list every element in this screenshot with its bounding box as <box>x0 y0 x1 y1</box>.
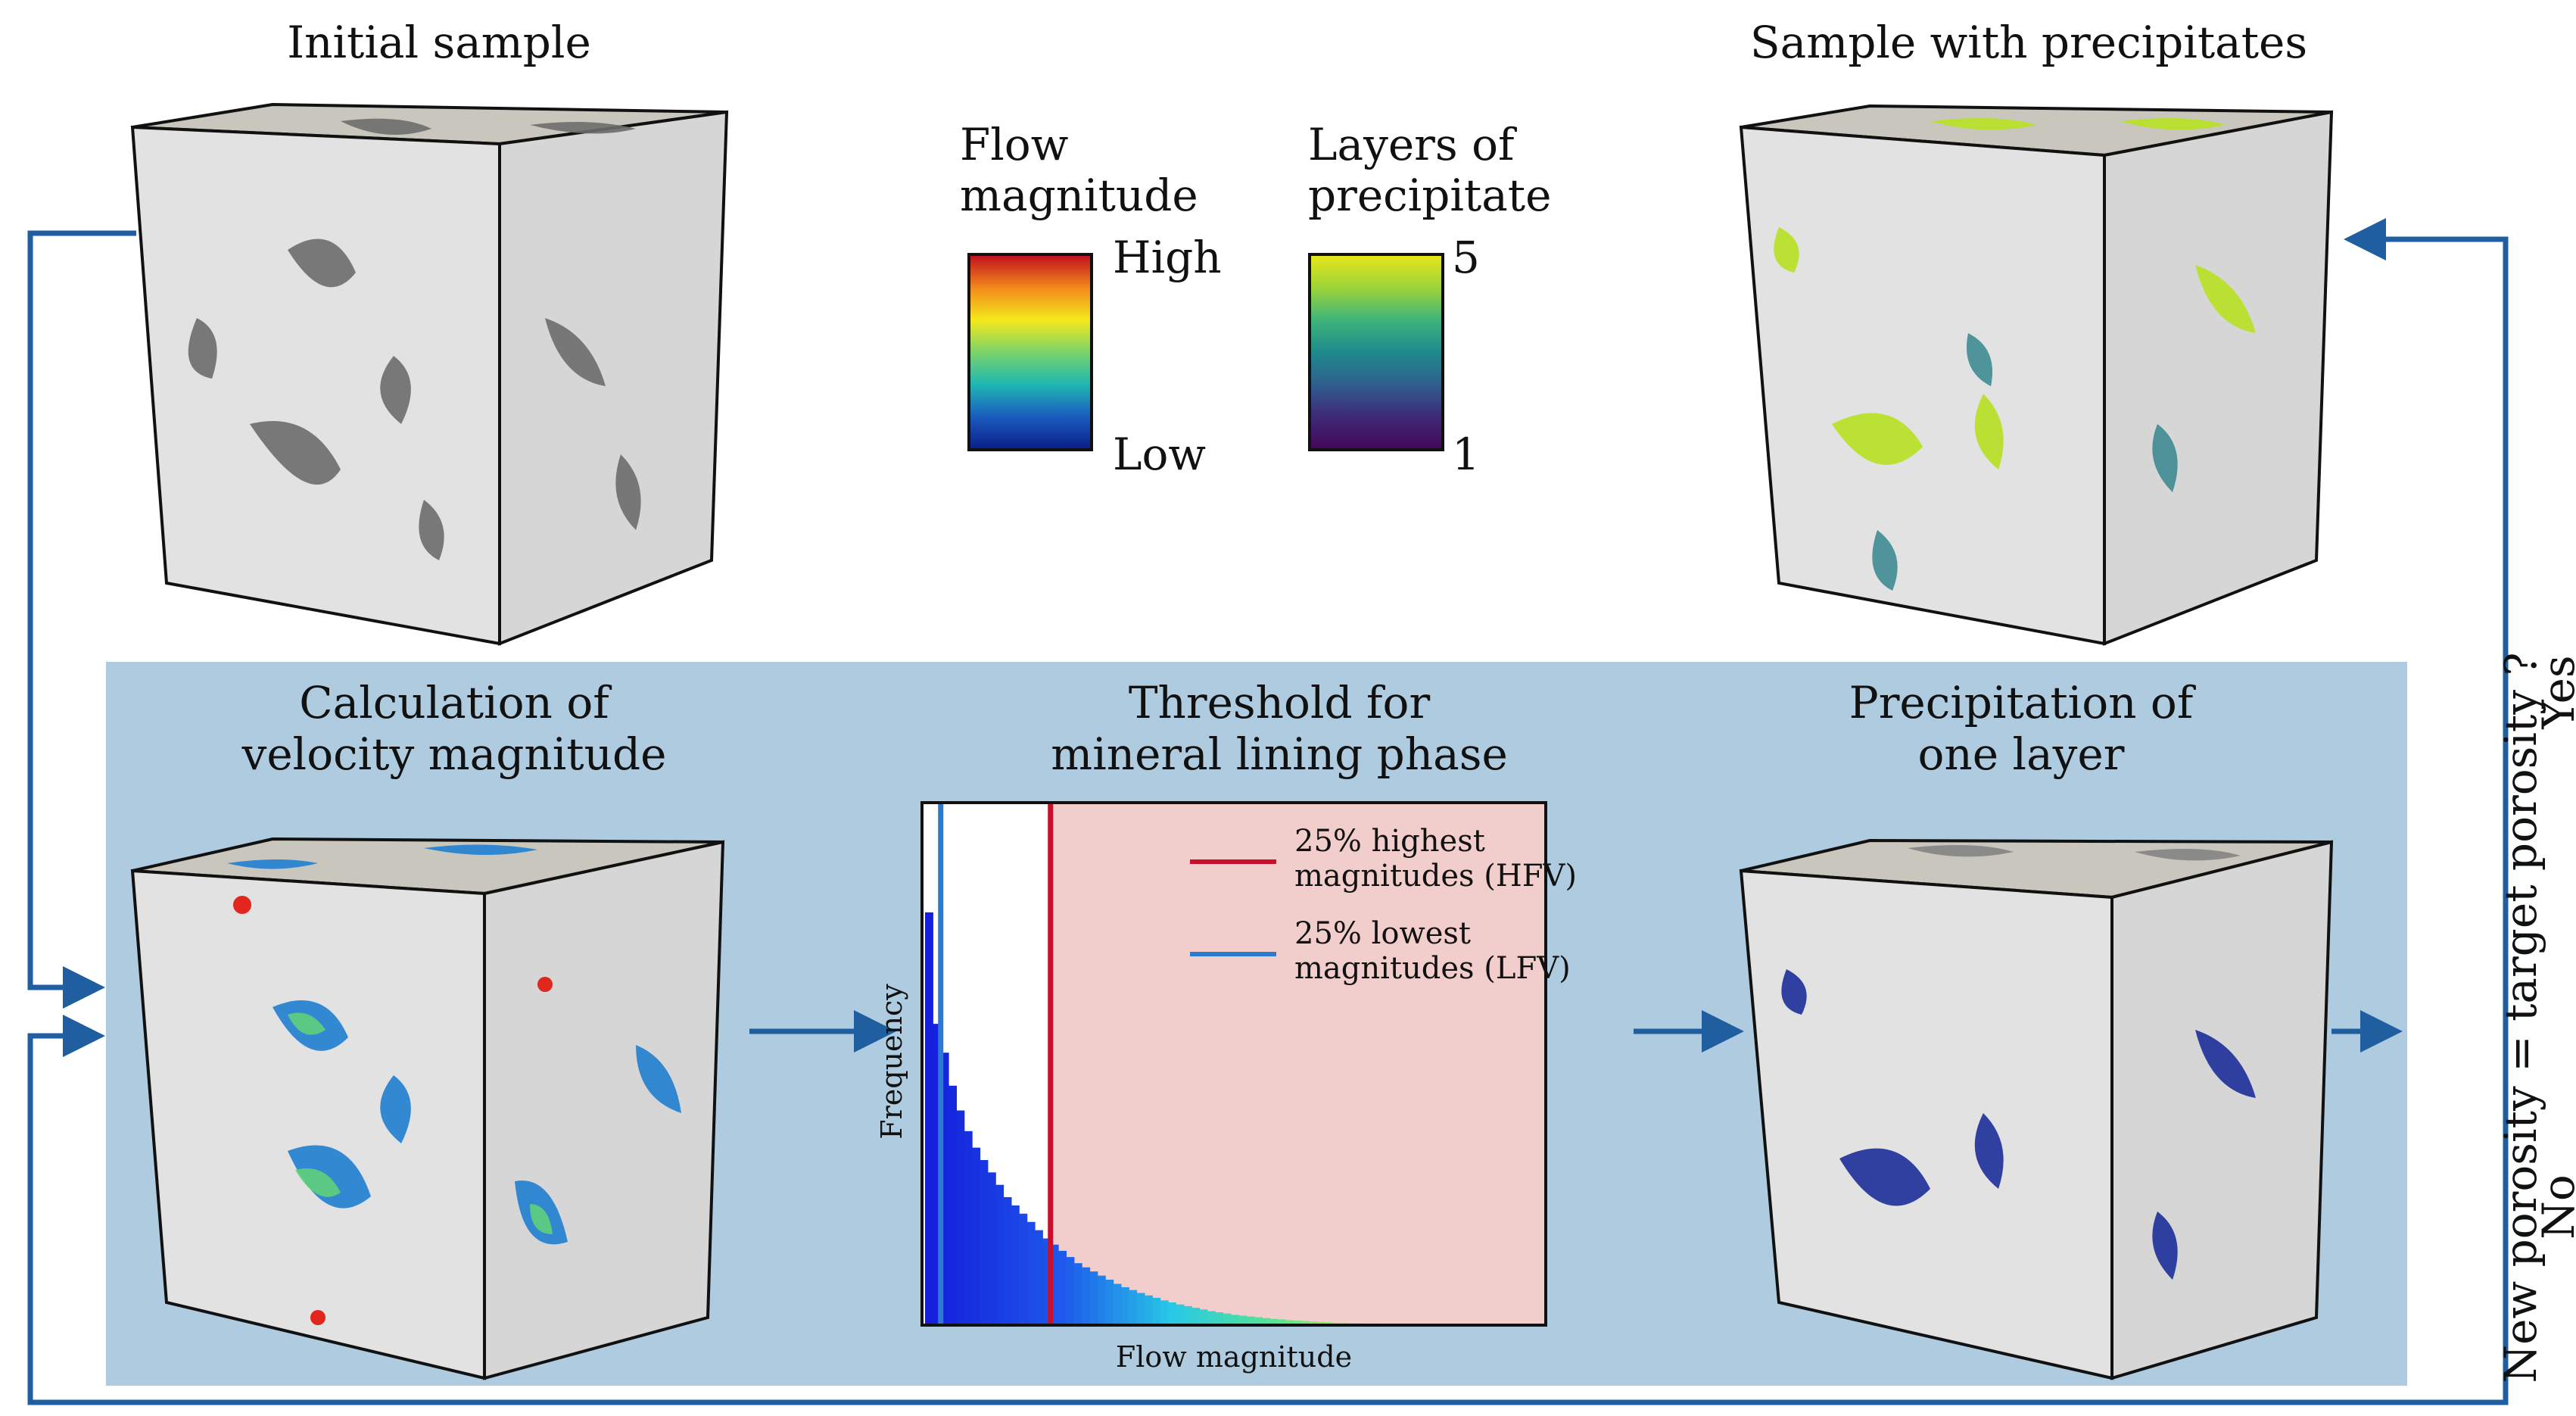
decision-yes: Yes <box>2533 655 2576 729</box>
cube-velocity <box>130 837 725 1380</box>
histogram-bar <box>1097 1275 1106 1325</box>
title-initial-sample: Initial sample <box>287 17 591 68</box>
chart-xlabel: Flow magnitude <box>1115 1340 1353 1374</box>
histogram-bar <box>1176 1304 1185 1325</box>
histogram-bar <box>1223 1313 1232 1325</box>
title-threshold: Threshold for mineral lining phase <box>1051 677 1508 781</box>
histogram-bar <box>1082 1267 1091 1325</box>
histogram-bar <box>972 1147 981 1325</box>
cube-precipitates <box>1739 104 2334 646</box>
histogram-bar <box>1293 1321 1302 1325</box>
histogram-bar <box>964 1131 973 1325</box>
histogram-bar <box>1238 1315 1248 1325</box>
cube-one-layer <box>1739 838 2334 1380</box>
histogram-bar <box>1285 1320 1294 1325</box>
histogram-bar <box>1026 1221 1036 1325</box>
histogram-bar <box>1136 1293 1145 1325</box>
histogram-bar <box>1254 1317 1263 1325</box>
histogram-bar <box>1105 1280 1114 1325</box>
histogram-bar <box>1309 1321 1318 1325</box>
decision-no: No <box>2533 1174 2576 1240</box>
histogram-bar <box>1003 1197 1012 1325</box>
legend-flow-low: Low <box>1113 429 1207 480</box>
histogram-bar <box>1269 1318 1279 1325</box>
histogram-bar <box>1207 1311 1216 1325</box>
histogram-bar <box>980 1160 989 1325</box>
histogram-bar <box>1231 1315 1239 1325</box>
chart-bars <box>925 912 1475 1325</box>
histogram-bar <box>1278 1319 1286 1325</box>
histogram-bar <box>1011 1205 1020 1325</box>
legend-flow-title: Flow magnitude <box>960 119 1198 221</box>
histogram-bar <box>1113 1283 1122 1325</box>
histogram-bar <box>1019 1213 1028 1325</box>
legend-layers-min: 1 <box>1452 429 1480 480</box>
histogram-bar <box>1089 1271 1098 1325</box>
histogram-bar <box>995 1184 1005 1325</box>
histogram-bar <box>1129 1290 1138 1325</box>
flow-arrows <box>27 218 2509 1405</box>
histogram-bar <box>1050 1244 1059 1325</box>
chart-frame <box>920 801 1547 1327</box>
histogram-bar <box>1262 1318 1271 1325</box>
legend-lfv-text: 25% lowest magnitudes (LFV) <box>1294 916 1571 986</box>
legend-layers-title: Layers of precipitate <box>1308 119 1552 221</box>
legend-layers-max: 5 <box>1452 232 1480 283</box>
chart-ylabel: Frequency <box>875 984 908 1140</box>
histogram-bar <box>1246 1316 1255 1325</box>
histogram-bar <box>940 1053 949 1325</box>
histogram-bar <box>1191 1308 1201 1325</box>
histogram-bar <box>1183 1305 1192 1325</box>
legend-flow-high: High <box>1113 232 1222 283</box>
histogram-bar <box>956 1110 965 1325</box>
histogram-bar <box>1145 1295 1153 1325</box>
histogram-bar <box>933 1024 942 1325</box>
histogram-bar <box>1066 1257 1075 1325</box>
histogram-bar <box>948 1085 957 1325</box>
histogram-bar <box>1073 1263 1082 1325</box>
histogram-bar <box>1152 1298 1161 1325</box>
chart-hfv-region <box>1050 803 1546 1325</box>
legend-hfv-text: 25% highest magnitudes (HFV) <box>1294 824 1578 894</box>
layers-colorbar <box>1308 253 1444 451</box>
histogram-bar <box>1301 1321 1310 1325</box>
histogram-bar <box>1042 1238 1051 1325</box>
cube-initial-sample <box>130 102 729 646</box>
histogram-bar <box>1160 1300 1169 1325</box>
histogram-bar <box>1058 1250 1067 1325</box>
title-sample-with-precipitates: Sample with precipitates <box>1749 17 2308 68</box>
histogram-bar <box>1168 1302 1176 1325</box>
flow-magnitude-colorbar <box>967 253 1093 451</box>
histogram-bar <box>1121 1287 1129 1325</box>
histogram-bar <box>1215 1312 1224 1325</box>
histogram-bar <box>1035 1230 1043 1325</box>
histogram-bar <box>1316 1321 1325 1325</box>
histogram-bar <box>925 912 933 1325</box>
histogram-bar <box>987 1172 996 1325</box>
title-calculation: Calculation of velocity magnitude <box>241 677 667 781</box>
title-precipitation: Precipitation of one layer <box>1849 677 2194 781</box>
histogram-bar <box>1199 1309 1208 1325</box>
